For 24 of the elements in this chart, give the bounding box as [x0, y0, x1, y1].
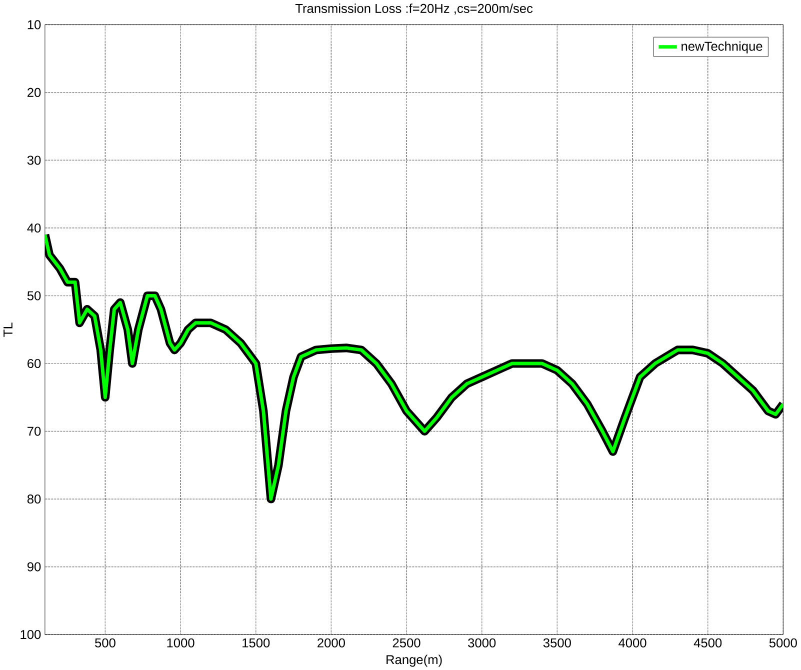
y-tick-label: 90: [27, 562, 41, 572]
y-tick-label: 50: [27, 291, 41, 300]
legend-label: newTechnique: [682, 41, 762, 54]
y-tick-label: 20: [28, 88, 41, 97]
y-tick-label: 100: [20, 630, 41, 639]
x-tick-label: 3500: [543, 638, 571, 648]
x-tick-label: 2500: [392, 638, 420, 648]
x-axis-title: Range(m): [386, 654, 442, 667]
x-tick-label: 2000: [318, 638, 345, 648]
x-tick-label: 1500: [242, 638, 270, 648]
y-tick-label: 60: [28, 358, 41, 368]
x-tick-label: 1000: [167, 638, 194, 648]
x-tick-label: 3000: [468, 638, 496, 648]
x-tick-label: 4000: [618, 638, 646, 648]
chart-title: Transmission Loss :f=20Hz ,cs=200m/sec: [295, 3, 533, 14]
x-tick-label: 4500: [694, 638, 722, 648]
y-tick-label: 30: [27, 156, 41, 165]
x-tick-label: 5000: [769, 638, 797, 648]
y-tick-label: 70: [28, 426, 41, 436]
x-tick-label: 500: [95, 638, 116, 648]
y-axis-title: TL: [4, 322, 12, 337]
y-tick-label: 10: [28, 20, 41, 30]
y-tick-label: 40: [27, 223, 41, 232]
y-tick-label: 80: [27, 494, 41, 504]
